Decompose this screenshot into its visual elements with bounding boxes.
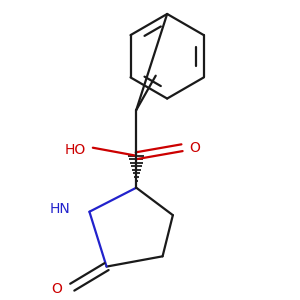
Text: O: O [51, 283, 62, 296]
Text: HN: HN [49, 202, 70, 216]
Text: O: O [189, 141, 200, 155]
Text: HO: HO [65, 143, 86, 157]
